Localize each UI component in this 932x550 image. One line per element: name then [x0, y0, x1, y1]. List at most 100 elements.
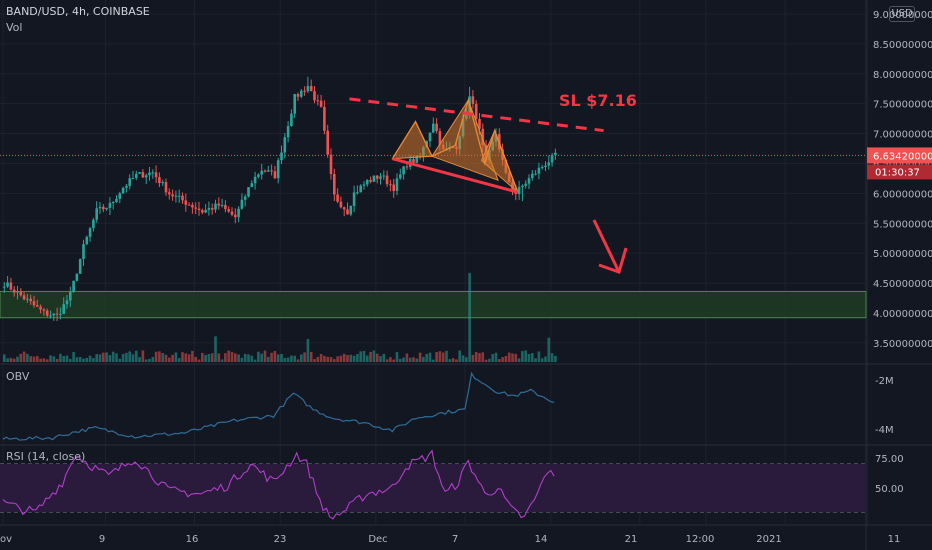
volume-bar: [326, 356, 329, 362]
candle-body: [276, 160, 280, 179]
price-marker-box: [867, 147, 932, 164]
volume-bar: [105, 352, 108, 362]
volume-bar: [441, 352, 445, 362]
candle-body: [36, 305, 39, 307]
symbol-title: BAND/USD, 4h, COINBASE: [6, 5, 150, 18]
time-tick-label: 14: [535, 534, 548, 545]
volume-bar: [217, 353, 221, 362]
volume-bar: [52, 356, 56, 362]
support-zone: [0, 290, 867, 319]
volume-bar: [197, 359, 201, 362]
volume-bar: [42, 358, 46, 362]
volume-bar: [352, 355, 356, 362]
candle-body: [42, 309, 46, 311]
candle-body: [98, 206, 102, 209]
volume-bar: [534, 358, 537, 362]
candle-body: [230, 211, 234, 215]
volume-bar: [273, 350, 277, 362]
candle-body: [540, 167, 544, 169]
candle-body: [316, 100, 320, 102]
candle-body: [16, 291, 19, 293]
candle-body: [197, 208, 201, 211]
candle-body: [286, 126, 290, 138]
price-tick-label: 6.00000000: [873, 189, 932, 200]
volume-bar: [72, 351, 75, 362]
volume-bar: [171, 354, 174, 362]
candle-body: [191, 204, 194, 208]
candle-body: [435, 123, 438, 132]
volume-bar: [468, 272, 471, 362]
volume-bar: [253, 359, 257, 362]
candle-body: [19, 291, 23, 296]
volume-bar: [111, 351, 115, 362]
candle-body: [534, 173, 537, 175]
volume-bar: [544, 356, 547, 362]
candle-body: [544, 165, 547, 168]
volume-bar: [418, 352, 422, 362]
volume-bar: [346, 355, 349, 362]
candle-body: [517, 186, 521, 195]
volume-bar: [174, 352, 178, 362]
volume-bar: [138, 357, 141, 362]
volume-bar: [445, 350, 448, 362]
candle-body: [267, 170, 270, 172]
volume-bar: [131, 354, 135, 362]
volume-bar: [85, 357, 89, 362]
time-tick-label: 7: [452, 534, 458, 545]
volume-bar: [484, 359, 488, 362]
currency-button[interactable]: USD: [889, 6, 915, 22]
candle-body: [389, 184, 392, 186]
volume-bar: [164, 354, 168, 362]
volume-bar: [342, 353, 346, 362]
rsi-tick-label: 75.00: [875, 454, 904, 465]
candle-body: [115, 198, 118, 203]
candle-body: [342, 207, 346, 210]
candle-body: [329, 154, 333, 174]
volume-bar: [234, 353, 237, 362]
candle-body: [356, 192, 359, 194]
volume-bar: [481, 352, 485, 362]
volume-bar: [263, 350, 267, 362]
volume-bar: [187, 354, 191, 362]
candle-body: [161, 182, 164, 184]
candle-body: [204, 209, 207, 213]
volume-bar: [220, 359, 224, 362]
candle-body: [184, 200, 188, 205]
candle-body: [9, 282, 13, 290]
volume-bar: [362, 350, 366, 362]
candle-body: [527, 178, 531, 184]
candle-body: [12, 289, 16, 293]
volume-bar: [26, 353, 29, 362]
volume-bar: [237, 354, 240, 362]
volume-bar: [399, 358, 402, 362]
candle-body: [125, 185, 128, 188]
candle-body: [392, 184, 395, 191]
volume-bar: [243, 353, 247, 362]
volume-bar: [270, 352, 273, 362]
volume-bar: [240, 357, 244, 362]
candle-body: [375, 175, 379, 179]
volume-bar: [125, 352, 128, 362]
volume-bar: [128, 351, 131, 362]
time-tick-label: 12:00: [686, 534, 715, 545]
volume-bar: [323, 355, 326, 362]
volume-label: Vol: [6, 21, 23, 34]
volume-bar: [293, 355, 296, 362]
candle-body: [309, 86, 313, 92]
volume-bar: [540, 358, 544, 362]
candle-body: [263, 170, 267, 172]
volume-bar: [478, 353, 481, 362]
volume-bar: [461, 355, 465, 362]
candle-body: [217, 203, 221, 206]
candle-body: [59, 313, 62, 315]
down-arrow-head: [598, 247, 628, 274]
volume-bar: [19, 353, 23, 362]
volume-bar: [422, 356, 425, 362]
volume-bar: [471, 354, 475, 362]
volume-bar: [88, 355, 92, 362]
candle-body: [372, 175, 376, 182]
volume-bar: [339, 355, 343, 362]
volume-bar: [432, 359, 435, 362]
candle-body: [102, 206, 105, 210]
